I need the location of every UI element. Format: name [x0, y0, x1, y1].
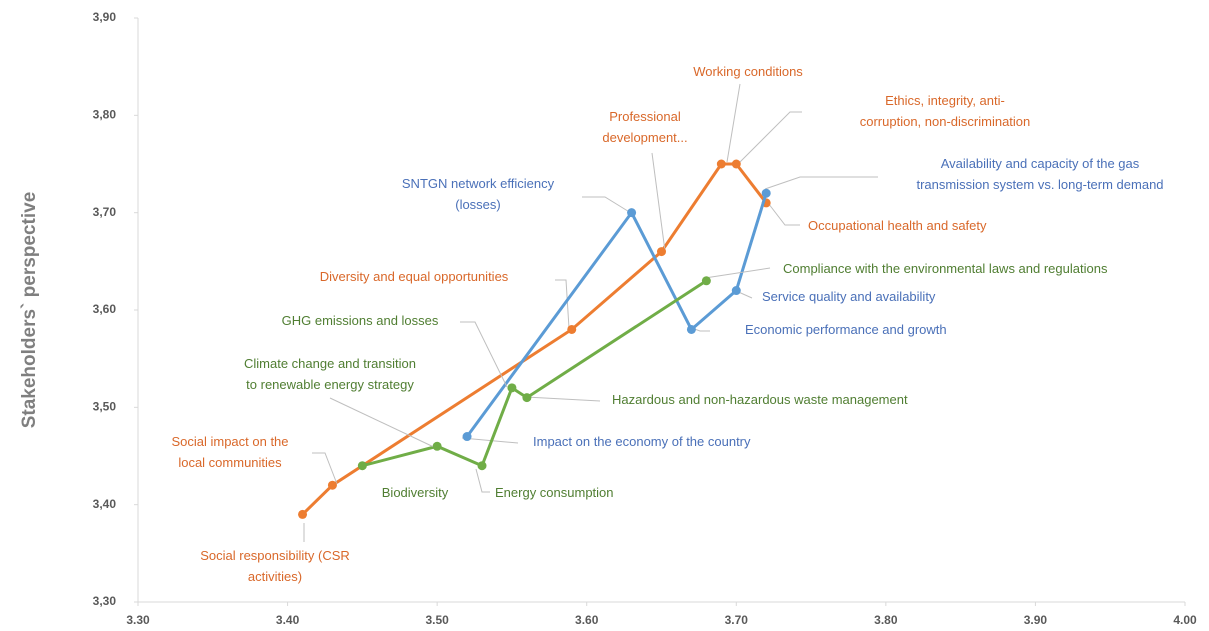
x-tick-label: 4.00 [1173, 613, 1197, 627]
point-label: Compliance with the environmental laws a… [783, 261, 1108, 276]
leader-line [764, 198, 800, 226]
point [477, 461, 487, 471]
leader-line [651, 152, 666, 252]
label-line: Ethics, integrity, anti- [885, 93, 1005, 108]
point [327, 480, 337, 490]
point [522, 393, 532, 403]
label-line: Professional [609, 109, 681, 124]
leader-line [555, 279, 570, 329]
point-label: Occupational health and safety [808, 218, 987, 233]
point-label: Service quality and availability [762, 289, 936, 304]
point-label: GHG emissions and losses [282, 313, 439, 328]
point-label: Working conditions [693, 64, 803, 79]
y-tick-label: 3,60 [93, 302, 117, 316]
label-line: Service quality and availability [762, 289, 936, 304]
x-tick-label: 3.50 [425, 613, 449, 627]
point [731, 159, 741, 169]
leader-line [460, 321, 508, 388]
label-line: activities) [248, 569, 302, 584]
label-line: Diversity and equal opportunities [320, 269, 509, 284]
series-line [361, 279, 708, 468]
label-line: Hazardous and non-hazardous waste manage… [612, 392, 908, 407]
label-line: local communities [178, 455, 282, 470]
point-label: Social responsibility (CSR activities) [200, 548, 350, 584]
y-tick-label: 3,40 [93, 497, 117, 511]
label-line: Energy consumption [495, 485, 614, 500]
point-label: Social impact on the local communities [171, 434, 288, 470]
point-label: Ethics, integrity, anti-corruption, non-… [860, 93, 1031, 129]
leader-line [525, 396, 601, 402]
label-line: Economic performance and growth [745, 322, 947, 337]
label-line: Compliance with the environmental laws a… [783, 261, 1108, 276]
leader-line [739, 111, 802, 163]
y-tick-label: 3,90 [93, 10, 117, 24]
point-label: Diversity and equal opportunities [320, 269, 509, 284]
label-line: transmission system vs. long-term demand [916, 177, 1163, 192]
point [731, 286, 741, 296]
point [716, 159, 726, 169]
point [462, 432, 472, 442]
point-label: SNTGN network efficiency (losses) [402, 176, 555, 212]
leader-line [582, 196, 632, 214]
point-label: Impact on the economy of the country [533, 434, 751, 449]
point-label: Professional development... [602, 109, 687, 145]
leader-line [704, 267, 771, 279]
y-tick-label: 3,30 [93, 594, 117, 608]
point [686, 324, 696, 334]
x-tick-label: 3.60 [575, 613, 599, 627]
label-line: Occupational health and safety [808, 218, 987, 233]
y-tick-label: 3,70 [93, 205, 117, 219]
point-label: Climate change and transition to renewabl… [244, 356, 416, 392]
point [627, 208, 637, 218]
leader-line [726, 83, 741, 163]
y-tick-label: 3,80 [93, 108, 117, 122]
label-line: Impact on the economy of the country [533, 434, 751, 449]
point-label: Hazardous and non-hazardous waste manage… [612, 392, 908, 407]
label-line: corruption, non-discrimination [860, 114, 1031, 129]
leader-line [312, 452, 338, 485]
point [567, 324, 577, 334]
point-label: Energy consumption [495, 485, 614, 500]
point [701, 276, 711, 286]
x-tick-label: 3.80 [874, 613, 898, 627]
x-tick-label: 3.70 [725, 613, 749, 627]
x-tick-label: 3.30 [126, 613, 150, 627]
leader-line [475, 468, 490, 493]
leader-line [329, 397, 439, 450]
x-tick-label: 3.90 [1024, 613, 1048, 627]
label-line: to renewable energy strategy [246, 377, 414, 392]
point [298, 509, 308, 519]
point [357, 461, 367, 471]
label-line: Social responsibility (CSR [200, 548, 350, 563]
label-line: GHG emissions and losses [282, 313, 439, 328]
label-line: SNTGN network efficiency [402, 176, 555, 191]
point [432, 441, 442, 451]
y-tick-label: 3,50 [93, 400, 117, 414]
point [761, 188, 771, 198]
label-line: Availability and capacity of the gas [941, 156, 1140, 171]
leader-line [764, 176, 878, 190]
x-tick-label: 3.40 [276, 613, 300, 627]
point-label: Economic performance and growth [745, 322, 947, 337]
point-label: Biodiversity [382, 485, 449, 500]
point [507, 383, 517, 393]
label-line: Biodiversity [382, 485, 449, 500]
point-label: Availability and capacity of the gas tran… [916, 156, 1163, 192]
y-axis-label: Stakeholders` perspective [19, 192, 40, 429]
label-line: (losses) [455, 197, 501, 212]
label-line: development... [602, 130, 687, 145]
label-line: Social impact on the [171, 434, 288, 449]
label-line: Climate change and transition [244, 356, 416, 371]
label-line: Working conditions [693, 64, 803, 79]
point [657, 247, 666, 257]
leader-line [461, 437, 519, 444]
